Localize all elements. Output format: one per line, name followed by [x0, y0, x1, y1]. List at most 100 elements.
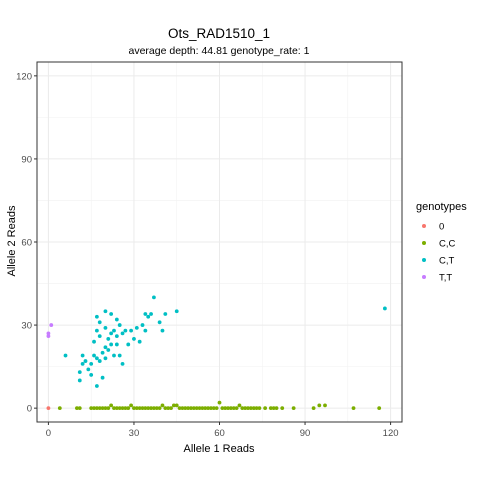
data-point	[189, 406, 193, 411]
data-point	[146, 406, 151, 411]
data-point	[103, 345, 108, 350]
legend: genotypes 0 C,C C,T T,T	[416, 201, 467, 284]
data-point	[254, 406, 259, 411]
data-point	[92, 353, 96, 358]
data-point	[109, 312, 114, 316]
chart-subtitle: average depth: 44.81 genotype_rate: 1	[129, 45, 310, 57]
data-point	[106, 406, 111, 411]
data-point	[152, 295, 156, 300]
data-point	[243, 406, 248, 411]
data-point	[248, 406, 253, 411]
data-point	[280, 406, 285, 411]
data-point	[83, 359, 88, 363]
data-point	[206, 406, 210, 411]
data-point	[271, 406, 276, 411]
data-point	[194, 406, 199, 411]
data-point	[75, 406, 79, 411]
data-point	[49, 323, 54, 327]
data-point	[160, 328, 165, 333]
data-point	[97, 334, 102, 339]
data-point	[231, 406, 236, 411]
y-tick-label: 90	[21, 154, 32, 165]
data-point	[171, 403, 176, 408]
data-point	[263, 406, 268, 411]
data-point	[120, 361, 125, 366]
data-point	[117, 353, 122, 358]
data-point	[226, 406, 230, 411]
legend-key	[422, 224, 426, 228]
legend-key	[422, 258, 426, 262]
data-point	[183, 406, 188, 411]
x-tick-label: 60	[214, 428, 225, 439]
data-point	[351, 406, 356, 411]
data-point	[114, 334, 119, 339]
data-point	[103, 406, 108, 411]
data-point	[106, 348, 111, 352]
data-point	[114, 317, 119, 322]
data-point	[166, 406, 171, 411]
data-point	[154, 406, 159, 411]
data-point	[143, 312, 148, 316]
data-point	[129, 403, 134, 408]
data-point	[140, 323, 145, 327]
data-point	[92, 406, 96, 411]
data-point	[77, 406, 82, 411]
data-point	[191, 406, 196, 411]
data-point	[120, 331, 125, 336]
data-point	[46, 331, 51, 336]
data-point	[377, 406, 382, 411]
data-point	[109, 342, 114, 347]
data-point	[169, 406, 173, 411]
legend-label: C,T	[439, 256, 455, 267]
data-point	[103, 356, 108, 361]
data-point	[80, 361, 85, 366]
legend-label: T,T	[439, 273, 452, 284]
data-point	[120, 406, 125, 411]
x-tick-label: 30	[129, 428, 140, 439]
data-point	[160, 403, 165, 408]
data-point	[157, 320, 162, 325]
y-tick-label: 120	[16, 71, 32, 82]
data-point	[311, 406, 316, 411]
data-point	[114, 406, 119, 411]
x-tick-label: 120	[383, 428, 399, 439]
data-point	[117, 406, 122, 411]
data-point	[89, 373, 94, 377]
data-point	[92, 339, 96, 344]
data-point	[86, 367, 91, 372]
data-point	[63, 353, 68, 358]
data-point	[46, 334, 51, 339]
data-point	[97, 320, 102, 325]
data-point	[109, 403, 114, 408]
data-point	[149, 406, 153, 411]
data-point	[152, 406, 156, 411]
data-point	[143, 406, 148, 411]
data-point	[103, 309, 108, 314]
y-tick-label: 0	[27, 404, 32, 415]
data-point	[174, 403, 179, 408]
data-point	[100, 375, 105, 380]
data-point	[89, 406, 94, 411]
data-point	[220, 406, 225, 411]
y-tick-label: 60	[21, 238, 32, 249]
data-point	[237, 403, 242, 408]
data-point	[132, 337, 136, 341]
data-point	[112, 353, 116, 358]
x-tick-label: 0	[46, 428, 51, 439]
data-point	[94, 406, 99, 411]
data-point	[163, 312, 168, 316]
data-point	[382, 306, 387, 311]
data-point	[123, 406, 128, 411]
data-point	[197, 406, 202, 411]
data-point	[112, 328, 116, 333]
data-point	[112, 406, 116, 411]
data-point	[123, 328, 128, 333]
data-point	[200, 406, 205, 411]
data-point	[223, 406, 228, 411]
data-point	[146, 314, 151, 319]
data-point	[246, 406, 250, 411]
data-point	[77, 370, 82, 375]
data-point	[100, 406, 105, 411]
data-point	[106, 337, 111, 341]
